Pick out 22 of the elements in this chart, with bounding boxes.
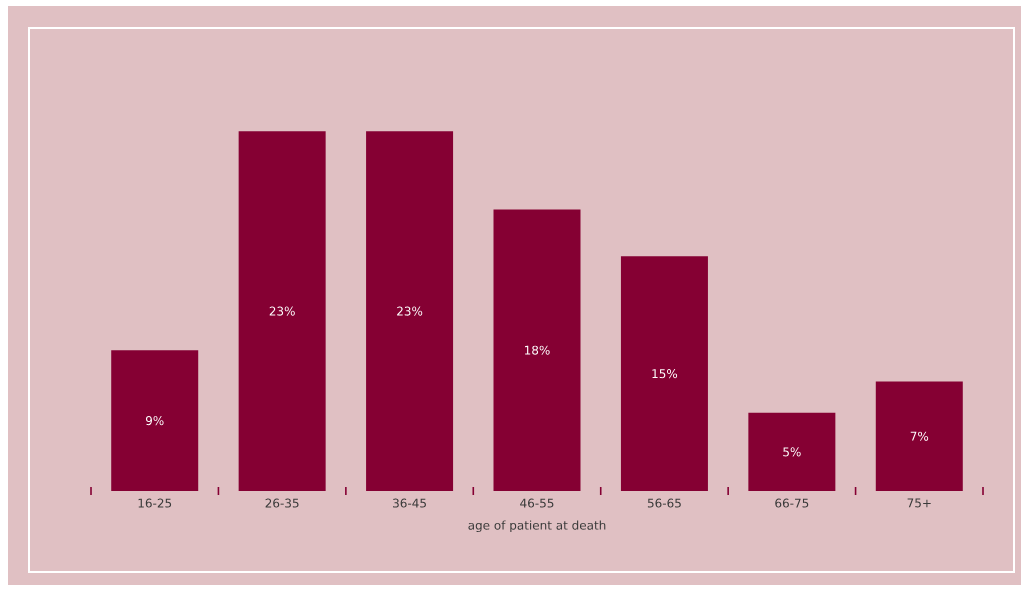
data-label: 7% <box>910 431 929 441</box>
x-tick-label: 75+ <box>907 498 931 508</box>
x-tick-label: 46-55 <box>520 498 554 508</box>
data-label: 5% <box>783 447 801 457</box>
bar <box>748 412 836 491</box>
x-tick-label: 26-35 <box>265 498 299 508</box>
data-label: 15% <box>652 369 678 379</box>
x-axis-title: age of patient at death <box>468 520 606 533</box>
bar <box>875 381 963 491</box>
bar <box>238 131 326 491</box>
x-tick-label: 36-45 <box>393 498 426 508</box>
bar <box>366 131 454 491</box>
bar <box>493 209 581 491</box>
bar <box>620 256 708 491</box>
data-label: 18% <box>524 345 550 355</box>
bar <box>111 350 199 491</box>
data-label: 9% <box>145 416 164 426</box>
data-label: 23% <box>397 306 423 316</box>
x-tick-label: 16-25 <box>138 498 172 508</box>
data-label: 23% <box>269 306 295 316</box>
x-tick-label: 56-65 <box>647 498 681 508</box>
x-tick-label: 66-75 <box>775 498 809 508</box>
